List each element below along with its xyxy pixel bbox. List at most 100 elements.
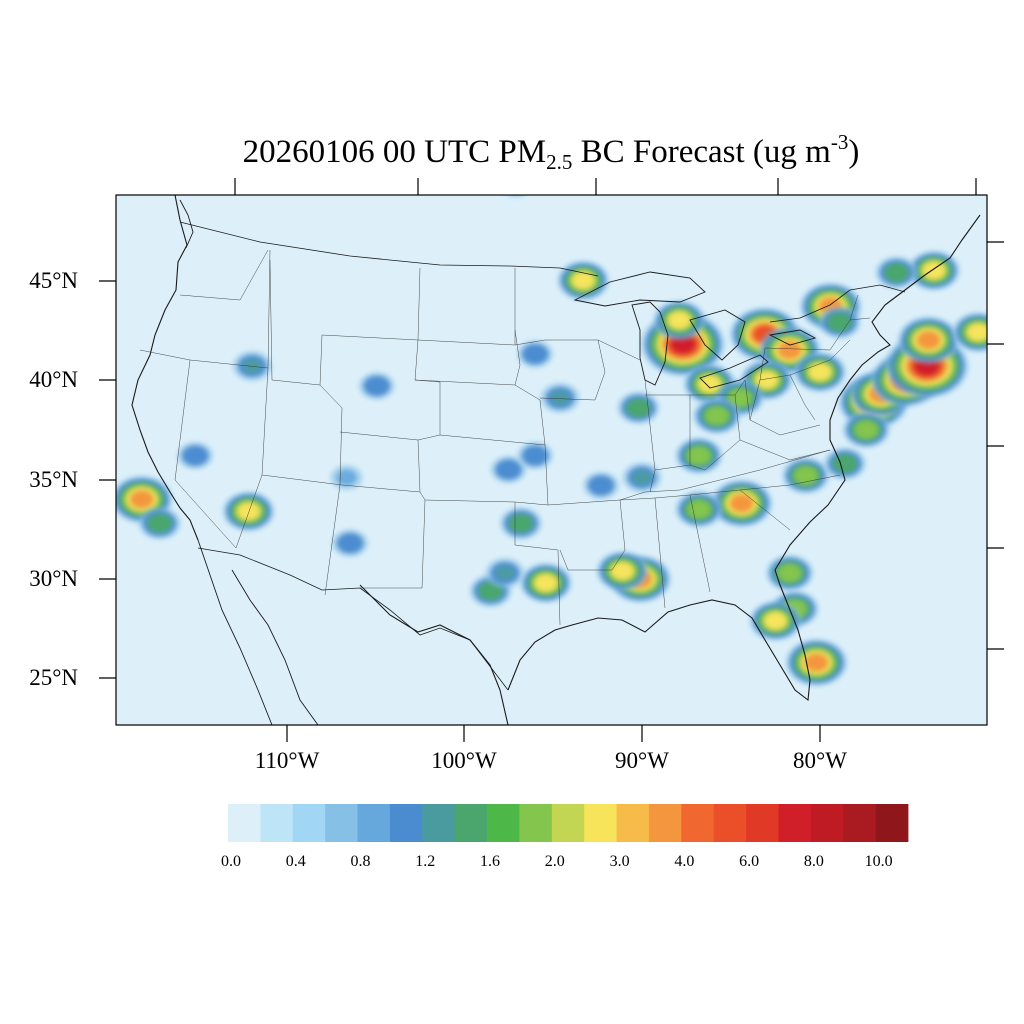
colorbar-box bbox=[260, 804, 294, 842]
plume-contour bbox=[857, 423, 875, 437]
plume-contour bbox=[733, 497, 750, 510]
plume-minneapolis bbox=[557, 260, 610, 301]
plume-contour bbox=[537, 576, 554, 590]
colorbar-label: 1.6 bbox=[480, 853, 501, 870]
plume-contour bbox=[36, 182, 70, 208]
tick-layer bbox=[99, 178, 1004, 742]
plume-contour bbox=[44, 188, 61, 201]
colorbar-label: 10.0 bbox=[864, 853, 893, 870]
state-lines bbox=[139, 249, 871, 626]
colorbar-box bbox=[551, 804, 585, 842]
plume-contour bbox=[499, 462, 518, 477]
colorbar-box bbox=[713, 804, 747, 842]
plume-contour bbox=[367, 379, 386, 393]
plume-contour bbox=[629, 401, 648, 415]
plume-contour bbox=[507, 176, 525, 190]
plume-charlotte bbox=[781, 457, 830, 494]
colorbar-label: 0.4 bbox=[285, 853, 306, 870]
plume-contour bbox=[731, 391, 749, 405]
plume-miami bbox=[785, 638, 848, 687]
colorbar-box bbox=[422, 804, 456, 842]
plume-contour bbox=[550, 390, 570, 406]
plume-contour bbox=[970, 326, 987, 339]
colorbar-box bbox=[454, 804, 488, 842]
colorbar-label: 4.0 bbox=[674, 853, 695, 870]
title-superscript: -3 bbox=[830, 130, 849, 154]
colorbar-box bbox=[875, 804, 909, 842]
lat-label-45: 45°N bbox=[29, 268, 78, 293]
plume-contour bbox=[925, 264, 942, 277]
plume-birmingham bbox=[675, 490, 723, 528]
plume-contour bbox=[797, 469, 815, 482]
colorbar bbox=[228, 804, 909, 842]
colorbar-label: 6.0 bbox=[739, 853, 760, 870]
colorbar-box bbox=[487, 804, 520, 842]
plume-vancouver bbox=[32, 178, 75, 211]
plume-contour bbox=[32, 178, 75, 211]
gulf-coast bbox=[359, 569, 811, 725]
colorbar-box bbox=[584, 804, 617, 842]
plume-little-rock bbox=[582, 471, 620, 500]
plume-albuquerque bbox=[330, 464, 363, 491]
lake-superior bbox=[573, 271, 706, 307]
plume-baton-rouge bbox=[596, 550, 649, 592]
plume-louisville bbox=[692, 397, 741, 435]
plume-los-angeles bbox=[116, 475, 173, 524]
plume-ottawa bbox=[875, 256, 918, 289]
colorbar-box bbox=[325, 804, 358, 842]
colorbar-box bbox=[228, 804, 261, 842]
colorbar-box bbox=[292, 804, 326, 842]
us-canada-border bbox=[179, 221, 906, 323]
plume-hudson-valley bbox=[897, 316, 960, 365]
plume-st-louis bbox=[617, 391, 660, 425]
baja-coast bbox=[197, 539, 319, 725]
plume-contour bbox=[51, 410, 87, 438]
plume-contour bbox=[767, 614, 784, 627]
plume-buffalo bbox=[818, 305, 861, 339]
title-mid: BC Forecast (ug m bbox=[572, 134, 831, 170]
plume-jacksonville bbox=[765, 554, 814, 592]
plume-contour bbox=[341, 536, 360, 551]
plume-contour bbox=[575, 274, 592, 287]
title-main: 20260106 00 UTC PM bbox=[242, 134, 547, 170]
plume-pittsburgh bbox=[793, 351, 847, 393]
colorbar-box bbox=[810, 804, 844, 842]
plume-salt-lake-city bbox=[232, 350, 272, 382]
colorbar-box bbox=[389, 804, 423, 842]
title-end: ) bbox=[848, 134, 860, 170]
plume-contour bbox=[781, 343, 798, 357]
lon-label-80w: 80°W bbox=[793, 748, 847, 773]
colorbar-label: 8.0 bbox=[803, 853, 824, 870]
plume-denver bbox=[358, 371, 395, 401]
plume-austin bbox=[485, 557, 525, 589]
plume-omaha bbox=[517, 340, 554, 369]
plume-contour bbox=[690, 449, 708, 463]
colorbar-box bbox=[681, 804, 715, 842]
plume-contour bbox=[830, 315, 849, 329]
plume-contour bbox=[758, 373, 775, 387]
map-frame bbox=[115, 194, 988, 726]
plume-houston bbox=[519, 562, 573, 604]
plume-contour bbox=[502, 172, 529, 193]
plume-contour bbox=[690, 502, 708, 516]
plume-contour bbox=[632, 470, 652, 485]
plume-contour bbox=[671, 314, 688, 327]
plume-contour bbox=[592, 478, 611, 493]
plume-seattle bbox=[43, 210, 91, 247]
plume-contour bbox=[811, 365, 829, 379]
plume-contour bbox=[40, 185, 66, 205]
colorbar-box bbox=[616, 804, 650, 842]
colorbar-label: 2.0 bbox=[544, 853, 565, 870]
plume-memphis bbox=[622, 462, 662, 493]
plume-contour bbox=[43, 210, 91, 247]
plume-layer bbox=[32, 172, 987, 687]
colorbar-label: 3.0 bbox=[609, 853, 630, 870]
plume-contour bbox=[186, 448, 205, 463]
colorbar-box bbox=[357, 804, 391, 842]
plume-san-diego bbox=[138, 506, 181, 540]
plume-el-paso bbox=[331, 529, 369, 558]
plume-contour bbox=[60, 417, 78, 431]
mexico-border bbox=[197, 547, 509, 691]
lon-label-100w: 100°W bbox=[431, 748, 497, 773]
